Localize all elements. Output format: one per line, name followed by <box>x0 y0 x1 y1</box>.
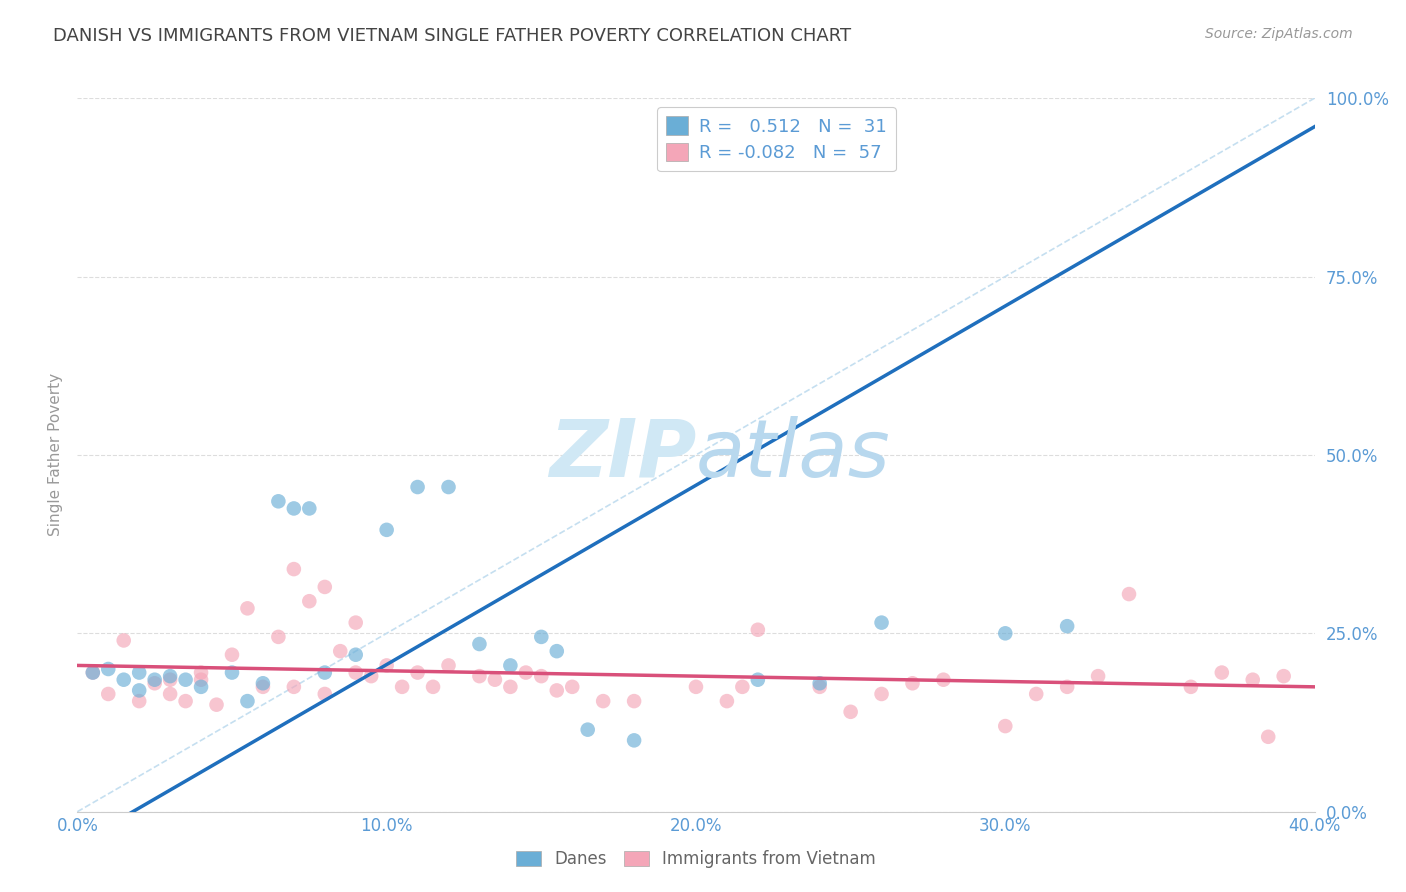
Point <box>546 644 568 658</box>
Point <box>112 673 135 687</box>
Point <box>344 648 367 662</box>
Point <box>252 676 274 690</box>
Point <box>236 601 259 615</box>
Point <box>159 687 181 701</box>
Point <box>190 673 212 687</box>
Point <box>190 665 212 680</box>
Point <box>623 733 645 747</box>
Point <box>576 723 599 737</box>
Point <box>870 687 893 701</box>
Text: Source: ZipAtlas.com: Source: ZipAtlas.com <box>1205 27 1353 41</box>
Point <box>267 494 290 508</box>
Point <box>221 648 243 662</box>
Point <box>422 680 444 694</box>
Point <box>1087 669 1109 683</box>
Point <box>994 626 1017 640</box>
Point <box>283 562 305 576</box>
Point <box>112 633 135 648</box>
Point <box>128 665 150 680</box>
Y-axis label: Single Father Poverty: Single Father Poverty <box>48 374 63 536</box>
Text: atlas: atlas <box>696 416 891 494</box>
Point <box>747 623 769 637</box>
Point <box>808 680 831 694</box>
Point <box>344 615 367 630</box>
Legend: Danes, Immigrants from Vietnam: Danes, Immigrants from Vietnam <box>509 844 883 875</box>
Point <box>97 662 120 676</box>
Point <box>298 594 321 608</box>
Point <box>314 580 336 594</box>
Point <box>747 673 769 687</box>
Point <box>437 658 460 673</box>
Point <box>391 680 413 694</box>
Point <box>143 673 166 687</box>
Point <box>994 719 1017 733</box>
Point <box>298 501 321 516</box>
Point <box>1025 687 1047 701</box>
Point <box>515 665 537 680</box>
Point <box>267 630 290 644</box>
Point <box>484 673 506 687</box>
Point <box>406 480 429 494</box>
Point <box>236 694 259 708</box>
Point <box>499 658 522 673</box>
Point <box>329 644 352 658</box>
Point <box>314 665 336 680</box>
Point <box>252 680 274 694</box>
Point <box>375 523 398 537</box>
Point <box>128 694 150 708</box>
Point <box>530 669 553 683</box>
Point <box>159 673 181 687</box>
Point <box>221 665 243 680</box>
Point <box>174 694 197 708</box>
Point <box>808 676 831 690</box>
Point <box>1056 619 1078 633</box>
Point <box>499 680 522 694</box>
Text: DANISH VS IMMIGRANTS FROM VIETNAM SINGLE FATHER POVERTY CORRELATION CHART: DANISH VS IMMIGRANTS FROM VIETNAM SINGLE… <box>53 27 852 45</box>
Point <box>1118 587 1140 601</box>
Point <box>205 698 228 712</box>
Point <box>283 501 305 516</box>
Point <box>344 665 367 680</box>
Point <box>546 683 568 698</box>
Point <box>159 669 181 683</box>
Point <box>1241 673 1264 687</box>
Point <box>174 673 197 687</box>
Point <box>82 665 104 680</box>
Point <box>406 665 429 680</box>
Point <box>1056 680 1078 694</box>
Point <box>128 683 150 698</box>
Point <box>561 680 583 694</box>
Point <box>870 615 893 630</box>
Point <box>623 694 645 708</box>
Point <box>1257 730 1279 744</box>
Point <box>190 680 212 694</box>
Point <box>468 637 491 651</box>
Point <box>530 630 553 644</box>
Point <box>932 673 955 687</box>
Point <box>314 687 336 701</box>
Point <box>82 665 104 680</box>
Text: ZIP: ZIP <box>548 416 696 494</box>
Point <box>437 480 460 494</box>
Point <box>716 694 738 708</box>
Point <box>731 680 754 694</box>
Point <box>1180 680 1202 694</box>
Point <box>1272 669 1295 683</box>
Point <box>468 669 491 683</box>
Point <box>592 694 614 708</box>
Point <box>685 680 707 694</box>
Point <box>283 680 305 694</box>
Point <box>360 669 382 683</box>
Point <box>839 705 862 719</box>
Point <box>375 658 398 673</box>
Point <box>1211 665 1233 680</box>
Point <box>97 687 120 701</box>
Point <box>901 676 924 690</box>
Point <box>143 676 166 690</box>
